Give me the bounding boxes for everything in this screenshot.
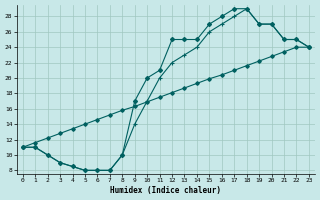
X-axis label: Humidex (Indice chaleur): Humidex (Indice chaleur)	[110, 186, 221, 195]
